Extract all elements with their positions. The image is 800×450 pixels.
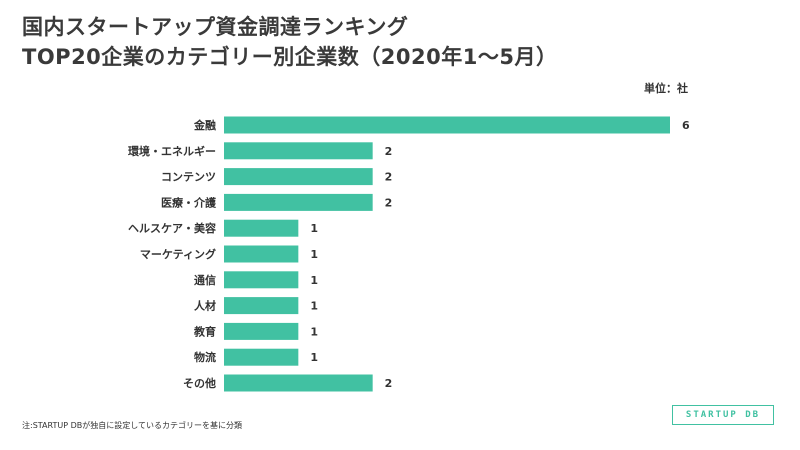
bar	[224, 116, 670, 134]
bar	[224, 271, 299, 289]
value-label: 2	[385, 145, 393, 158]
category-label: コンテンツ	[161, 171, 216, 184]
bar	[224, 322, 299, 340]
category-label: 通信	[194, 273, 216, 287]
category-label: その他	[183, 376, 216, 390]
bar	[224, 219, 299, 237]
bar	[224, 142, 373, 160]
category-label: 教育	[193, 324, 216, 338]
bar	[224, 297, 299, 315]
chart-title: 国内スタートアップ資金調達ランキング TOP20企業のカテゴリー別企業数（202…	[22, 12, 557, 72]
category-label: 環境・エネルギー	[128, 144, 216, 158]
value-label: 2	[385, 196, 393, 209]
value-label: 1	[310, 351, 318, 364]
unit-label: 単位：社	[644, 82, 688, 95]
value-label: 1	[310, 222, 318, 235]
value-label: 2	[385, 171, 393, 184]
bar	[224, 168, 373, 186]
value-label: 6	[682, 119, 690, 132]
bar	[224, 374, 373, 392]
value-label: 1	[310, 325, 318, 338]
bar	[224, 193, 373, 211]
startup-db-logo: STARTUP DB	[672, 405, 774, 425]
category-label: 医療・介護	[161, 195, 217, 209]
category-label: マーケティング	[140, 247, 216, 261]
chart-title-line-1: 国内スタートアップ資金調達ランキング	[22, 15, 409, 39]
bar	[224, 348, 299, 366]
category-label: 物流	[194, 350, 216, 364]
value-label: 1	[310, 300, 318, 313]
bar	[224, 245, 299, 263]
category-label: 人材	[194, 299, 216, 313]
value-label: 1	[310, 248, 318, 261]
category-label: 金融	[193, 118, 216, 132]
value-label: 1	[310, 274, 318, 287]
chart-title-line-2: TOP20企業のカテゴリー別企業数（2020年1〜5月）	[22, 45, 558, 69]
value-label: 2	[385, 377, 393, 390]
category-label: ヘルスケア・美容	[128, 221, 216, 235]
footnote: 注:STARTUP DBが独自に設定しているカテゴリーを基に分類	[22, 421, 243, 430]
